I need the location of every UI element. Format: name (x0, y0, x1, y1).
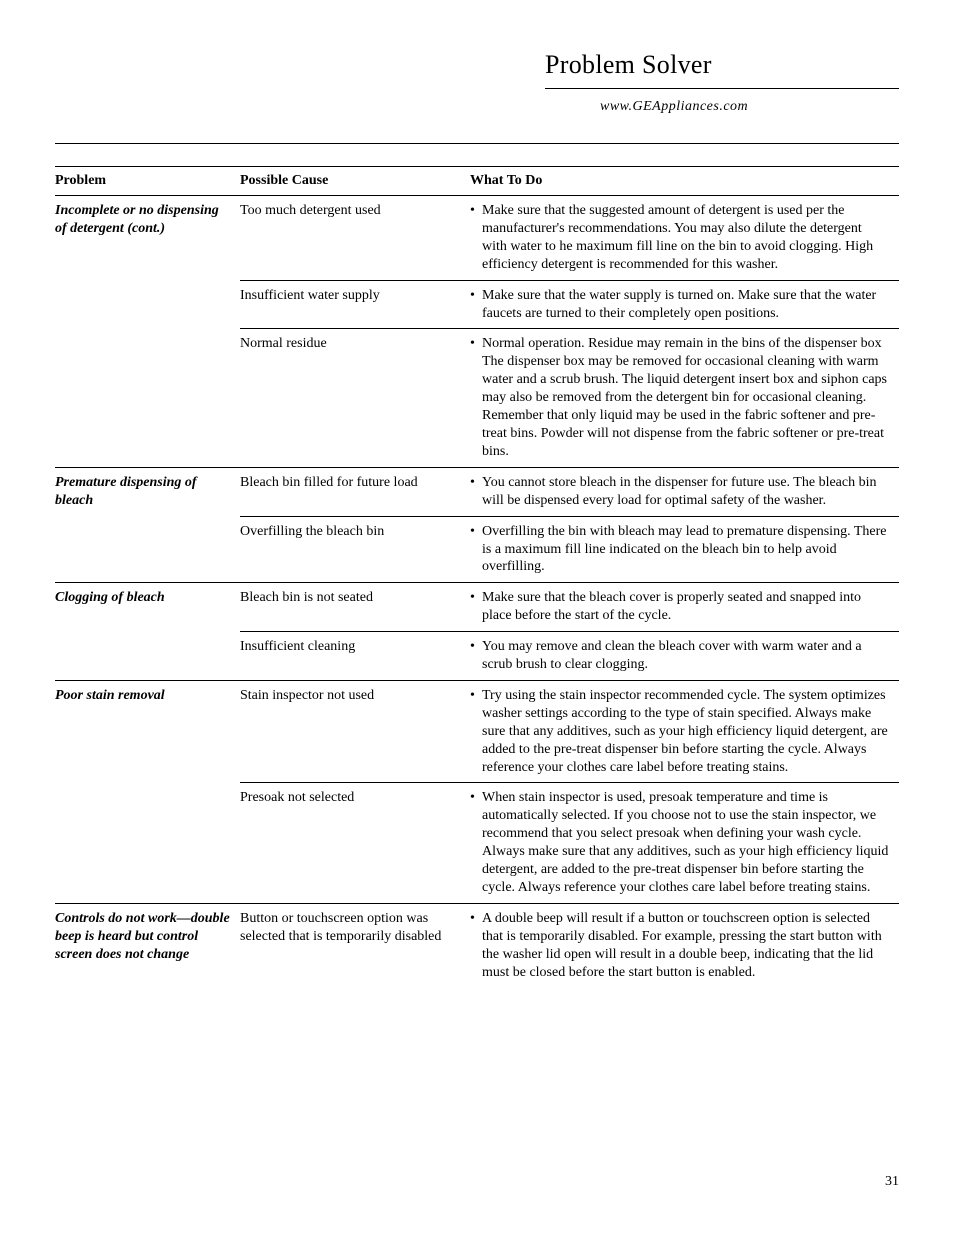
table-row: Insufficient water supplyMake sure that … (55, 280, 899, 329)
todo-cell: Try using the stain inspector recommende… (470, 680, 899, 783)
problem-cell (55, 632, 240, 681)
todo-list: Normal operation. Residue may remain in … (470, 335, 889, 460)
site-url: www.GEAppliances.com (600, 99, 899, 115)
problem-cell: Premature dispensing of bleach (55, 467, 240, 516)
todo-item: Make sure that the water supply is turne… (470, 287, 889, 323)
todo-list: Try using the stain inspector recommende… (470, 687, 889, 777)
col-header-problem: Problem (55, 167, 240, 196)
problem-cell: Clogging of bleach (55, 583, 240, 632)
todo-item: You cannot store bleach in the dispenser… (470, 474, 889, 510)
table-row: Poor stain removalStain inspector not us… (55, 680, 899, 783)
problem-cell (55, 516, 240, 583)
todo-cell: When stain inspector is used, presoak te… (470, 783, 899, 903)
title-rule (545, 88, 899, 89)
todo-cell: You cannot store bleach in the dispenser… (470, 467, 899, 516)
table-row: Normal residueNormal operation. Residue … (55, 329, 899, 467)
todo-item: You may remove and clean the bleach cove… (470, 638, 889, 674)
cause-cell: Insufficient cleaning (240, 632, 470, 681)
cause-cell: Button or touchscreen option was selecte… (240, 903, 470, 987)
todo-item: When stain inspector is used, presoak te… (470, 789, 889, 896)
todo-list: You cannot store bleach in the dispenser… (470, 474, 889, 510)
page-number: 31 (885, 1174, 899, 1190)
todo-cell: You may remove and clean the bleach cove… (470, 632, 899, 681)
table-row: Presoak not selectedWhen stain inspector… (55, 783, 899, 903)
problem-cell (55, 280, 240, 329)
table-row: Controls do not work—double beep is hear… (55, 903, 899, 987)
todo-list: Make sure that the water supply is turne… (470, 287, 889, 323)
page-header: Problem Solver www.GEAppliances.com (545, 50, 899, 115)
cause-cell: Normal residue (240, 329, 470, 467)
todo-cell: Make sure that the bleach cover is prope… (470, 583, 899, 632)
todo-item: Make sure that the suggested amount of d… (470, 202, 889, 274)
todo-cell: Normal operation. Residue may remain in … (470, 329, 899, 467)
todo-item: Normal operation. Residue may remain in … (470, 335, 889, 460)
table-row: Clogging of bleachBleach bin is not seat… (55, 583, 899, 632)
todo-item: Overfilling the bin with bleach may lead… (470, 523, 889, 577)
todo-list: Make sure that the bleach cover is prope… (470, 589, 889, 625)
todo-cell: Make sure that the water supply is turne… (470, 280, 899, 329)
cause-cell: Stain inspector not used (240, 680, 470, 783)
table-row: Insufficient cleaningYou may remove and … (55, 632, 899, 681)
problem-cell: Poor stain removal (55, 680, 240, 783)
cause-cell: Bleach bin filled for future load (240, 467, 470, 516)
todo-cell: Make sure that the suggested amount of d… (470, 196, 899, 281)
table-row: Incomplete or no dispensing of detergent… (55, 196, 899, 281)
todo-list: A double beep will result if a button or… (470, 910, 889, 982)
page-title: Problem Solver (545, 50, 899, 80)
todo-list: Make sure that the suggested amount of d… (470, 202, 889, 274)
todo-item: Try using the stain inspector recommende… (470, 687, 889, 777)
col-header-cause: Possible Cause (240, 167, 470, 196)
todo-list: You may remove and clean the bleach cove… (470, 638, 889, 674)
cause-cell: Too much detergent used (240, 196, 470, 281)
cause-cell: Bleach bin is not seated (240, 583, 470, 632)
todo-cell: A double beep will result if a button or… (470, 903, 899, 987)
todo-item: A double beep will result if a button or… (470, 910, 889, 982)
cause-cell: Insufficient water supply (240, 280, 470, 329)
problem-cell: Controls do not work—double beep is hear… (55, 903, 240, 987)
table-row: Premature dispensing of bleachBleach bin… (55, 467, 899, 516)
problem-cell: Incomplete or no dispensing of detergent… (55, 196, 240, 281)
todo-cell: Overfilling the bin with bleach may lead… (470, 516, 899, 583)
table-header-row: Problem Possible Cause What To Do (55, 167, 899, 196)
table-row: Overfilling the bleach binOverfilling th… (55, 516, 899, 583)
content-top-rule (55, 143, 899, 144)
cause-cell: Presoak not selected (240, 783, 470, 903)
todo-item: Make sure that the bleach cover is prope… (470, 589, 889, 625)
problem-solver-table: Problem Possible Cause What To Do Incomp… (55, 166, 899, 988)
problem-cell (55, 783, 240, 903)
cause-cell: Overfilling the bleach bin (240, 516, 470, 583)
todo-list: When stain inspector is used, presoak te… (470, 789, 889, 896)
todo-list: Overfilling the bin with bleach may lead… (470, 523, 889, 577)
problem-cell (55, 329, 240, 467)
col-header-todo: What To Do (470, 167, 899, 196)
